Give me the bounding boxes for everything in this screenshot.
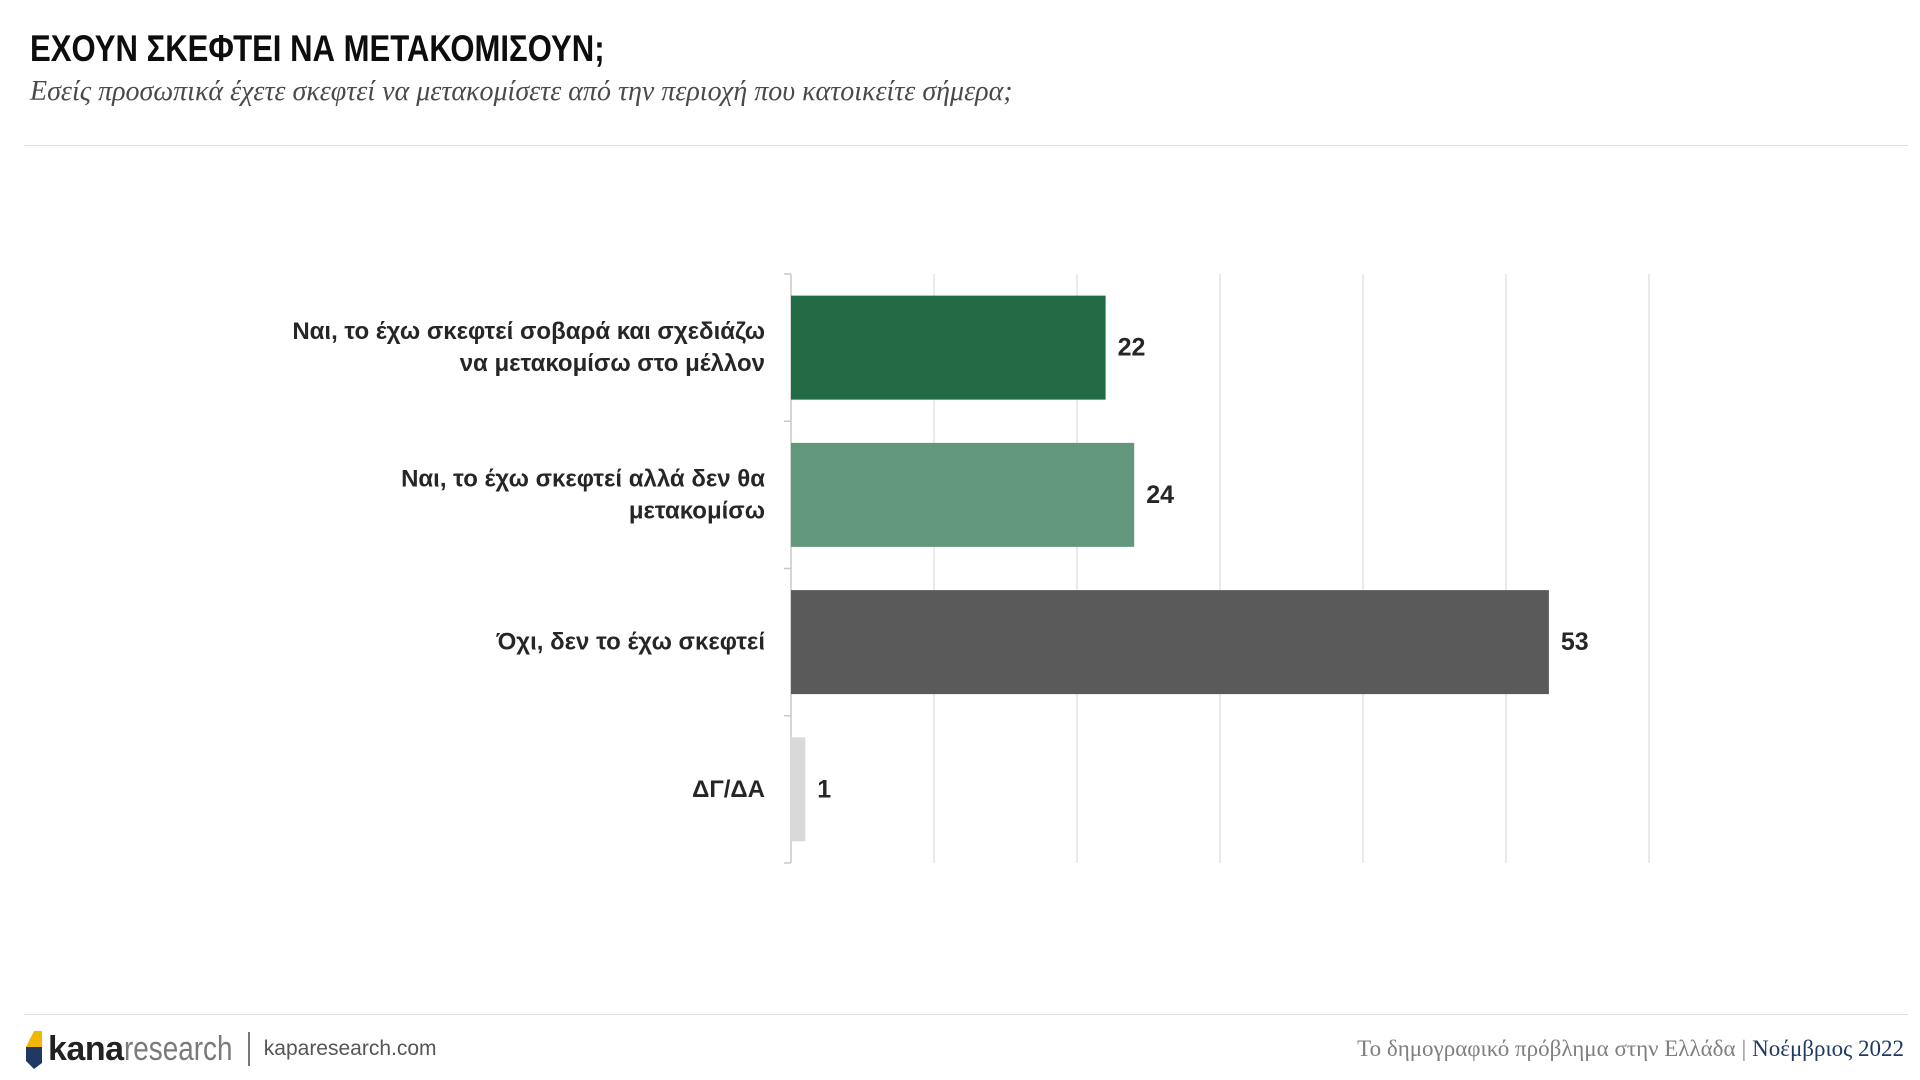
brand-logo-text: kana research	[48, 1030, 232, 1069]
category-label-1-line-0: Ναι, το έχω σκεφτεί αλλά δεν θα	[401, 465, 765, 492]
category-label-1-line-1: μετακομίσω	[629, 497, 765, 524]
chart-value-labels: 22 24 53 1	[817, 334, 1588, 804]
page-subtitle: Εσείς προσωπικά έχετε σκεφτεί να μετακομ…	[30, 76, 1013, 107]
logo-icon	[26, 1031, 42, 1069]
footer-report-info: Το δημογραφικό πρόβλημα στην Ελλάδα | Νοέμ…	[1357, 1036, 1904, 1062]
bar-1	[791, 442, 1135, 547]
category-label-0-line-0: Ναι, το έχω σκεφτεί σοβαρά και σχεδιάζω	[292, 318, 765, 345]
value-label-3: 1	[817, 775, 831, 803]
bar-2	[791, 590, 1549, 695]
report-title: Το δημογραφικό πρόβλημα στην Ελλάδα	[1357, 1036, 1736, 1061]
chart-bars	[791, 295, 1549, 842]
value-label-1: 24	[1146, 481, 1174, 509]
report-date: Νοέμβριος 2022	[1752, 1036, 1904, 1061]
footer-brand: kana research kaparesearch.com	[22, 1024, 437, 1074]
value-label-0: 22	[1118, 334, 1146, 362]
website-link[interactable]: kaparesearch.com	[263, 1037, 437, 1060]
value-label-2: 53	[1561, 628, 1589, 656]
bar-chart: Ναι, το έχω σκεφτεί σοβαρά και σχεδιάζω ν…	[292, 273, 1650, 864]
page-title: ΕΧΟΥΝ ΣΚΕΦΤΕΙ ΝΑ ΜΕΤΑΚΟΜΙΣΟΥΝ;	[30, 28, 605, 69]
footer-separator: |	[1741, 1036, 1747, 1061]
header-divider	[24, 145, 1908, 146]
chart-axis	[784, 273, 792, 864]
chart-category-labels: Ναι, το έχω σκεφτεί σοβαρά και σχεδιάζω ν…	[292, 318, 765, 803]
footer-divider	[24, 1014, 1908, 1015]
category-label-3-line-0: ΔΓ/ΔΑ	[692, 776, 765, 803]
bar-0	[791, 295, 1106, 400]
brand-name-light: research	[123, 1029, 232, 1068]
category-label-0-line-1: να μετακομίσω στο μέλλον	[460, 350, 765, 377]
brand-name-bold: kana	[48, 1029, 124, 1068]
category-label-2-line-0: Όχι, δεν το έχω σκεφτεί	[496, 629, 766, 656]
brand-separator	[247, 1032, 250, 1066]
bar-3	[791, 737, 806, 842]
